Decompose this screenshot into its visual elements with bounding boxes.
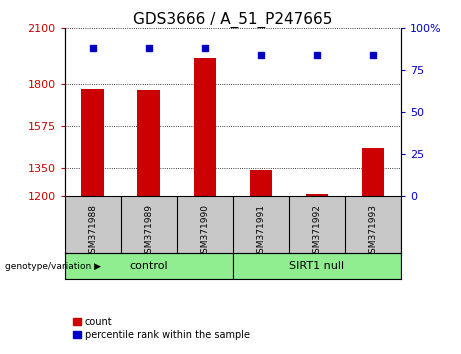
Text: SIRT1 null: SIRT1 null — [290, 261, 344, 271]
Text: genotype/variation ▶: genotype/variation ▶ — [5, 262, 100, 271]
Bar — [362, 148, 384, 196]
Bar — [194, 58, 216, 196]
Bar — [233, 253, 401, 279]
Bar — [65, 253, 233, 279]
Text: GSM371993: GSM371993 — [368, 204, 378, 259]
Text: GSM371991: GSM371991 — [256, 204, 266, 259]
Text: GSM371992: GSM371992 — [313, 204, 321, 259]
Bar — [82, 89, 104, 196]
Text: GSM371988: GSM371988 — [88, 204, 97, 259]
Text: control: control — [130, 261, 168, 271]
Legend: count, percentile rank within the sample: count, percentile rank within the sample — [70, 313, 254, 343]
Bar — [306, 194, 328, 196]
Text: GSM371990: GSM371990 — [200, 204, 209, 259]
Text: GSM371989: GSM371989 — [144, 204, 153, 259]
Bar — [250, 170, 272, 196]
Bar — [137, 90, 160, 196]
Title: GDS3666 / A_51_P247665: GDS3666 / A_51_P247665 — [133, 12, 332, 28]
